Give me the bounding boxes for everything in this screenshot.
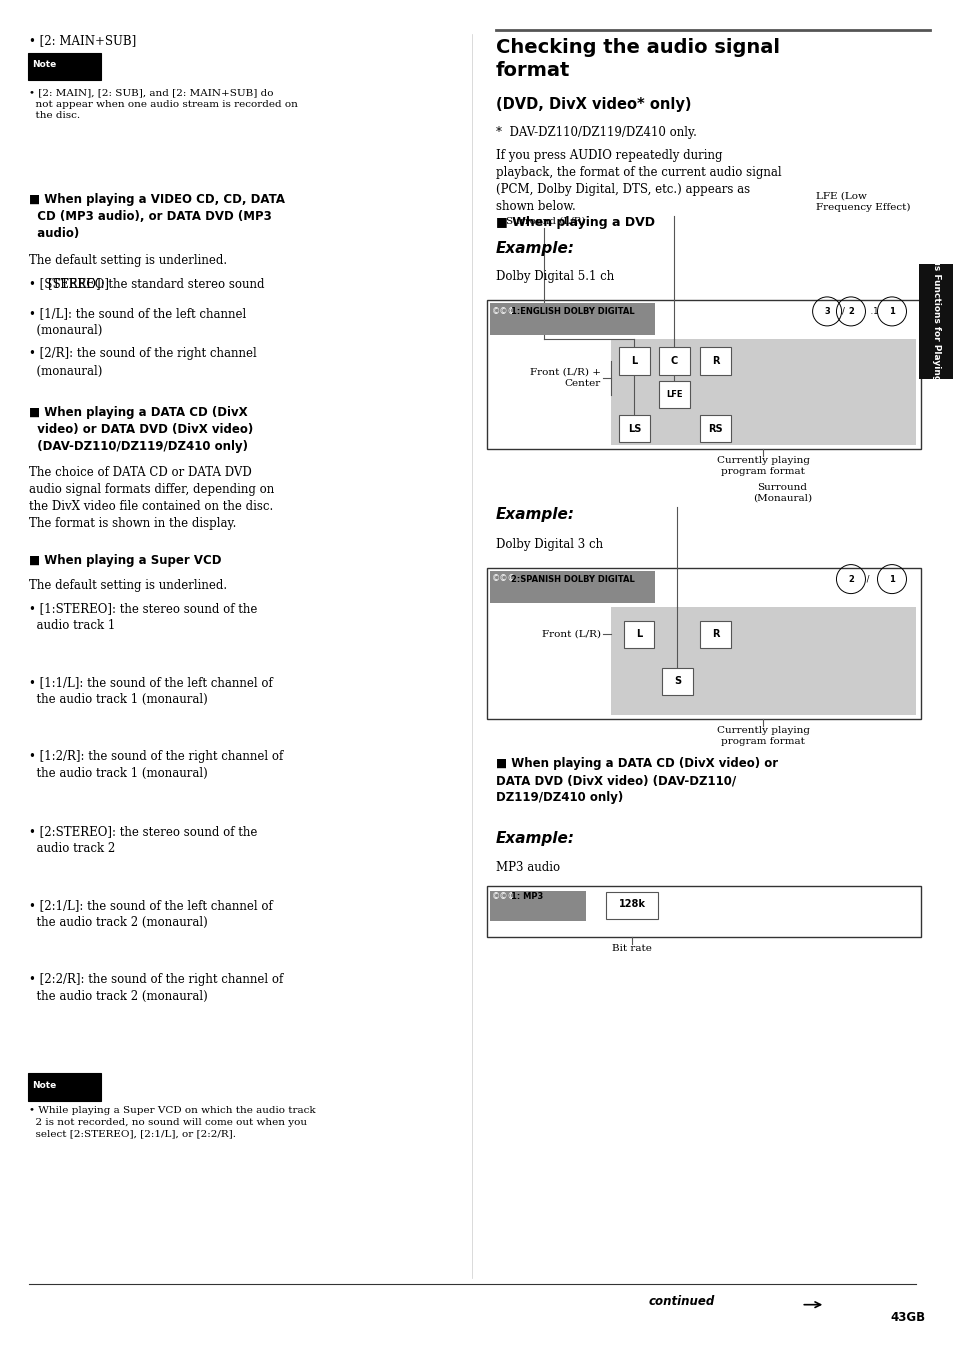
Text: 1: 1 [888,307,894,316]
Text: Front (L/R): Front (L/R) [541,630,600,638]
Text: 1: 1 [888,575,894,584]
Text: Note: Note [32,61,56,69]
Text: ■ When playing a DATA CD (DivX video) or
DATA DVD (DivX video) (DAV-DZ110/
DZ119: ■ When playing a DATA CD (DivX video) or… [496,757,778,804]
Text: LFE (Low
Frequency Effect): LFE (Low Frequency Effect) [815,192,909,212]
Text: (DVD, DivX video* only): (DVD, DivX video* only) [496,97,691,112]
Bar [490,891,585,921]
Text: Currently playing
program format: Currently playing program format [716,726,809,746]
Text: • [2/R]: the sound of the right channel
  (monaural): • [2/R]: the sound of the right channel … [29,347,256,377]
Text: MP3 audio: MP3 audio [496,861,559,875]
Text: • [2:STEREO]: the stereo sound of the
  audio track 2: • [2:STEREO]: the stereo sound of the au… [29,825,256,854]
Text: ■ When playing a VIDEO CD, CD, DATA
  CD (MP3 audio), or DATA DVD (MP3
  audio): ■ When playing a VIDEO CD, CD, DATA CD (… [29,193,284,241]
Bar [700,415,730,442]
Text: Checking the audio signal
format: Checking the audio signal format [496,38,780,80]
Text: 2: 2 [847,307,853,316]
Bar [661,668,692,695]
Text: /: / [841,307,846,316]
Text: Surround (L/R): Surround (L/R) [505,216,584,226]
Text: ■ When playing a Super VCD: ■ When playing a Super VCD [29,554,221,568]
Bar [700,621,730,648]
Bar [490,303,655,335]
Text: • [STEREO]: the standard stereo sound: • [STEREO]: the standard stereo sound [29,277,264,291]
Text: • [2:1/L]: the sound of the left channel of
  the audio track 2 (monaural): • [2:1/L]: the sound of the left channel… [29,899,273,929]
Bar [610,607,915,715]
Text: Front (L/R) +
Center: Front (L/R) + Center [530,368,600,388]
Text: Currently playing
program format: Currently playing program format [716,456,809,476]
Text: • [1:2/R]: the sound of the right channel of
  the audio track 1 (monaural): • [1:2/R]: the sound of the right channe… [29,750,283,780]
Text: • [2: MAIN+SUB]: • [2: MAIN+SUB] [29,34,135,47]
Text: ©©©: ©©© [492,892,517,902]
Text: .1: .1 [867,307,878,316]
Bar [618,415,649,442]
Bar [490,571,655,603]
Text: • [1/L]: the sound of the left channel
  (monaural): • [1/L]: the sound of the left channel (… [29,307,246,337]
Text: Dolby Digital 3 ch: Dolby Digital 3 ch [496,538,602,552]
Text: • [1:1/L]: the sound of the left channel of
  the audio track 1 (monaural): • [1:1/L]: the sound of the left channel… [29,676,273,706]
Text: • [2:2/R]: the sound of the right channel of
  the audio track 2 (monaural): • [2:2/R]: the sound of the right channe… [29,973,283,1003]
Text: LFE: LFE [665,391,682,399]
Bar [486,886,920,937]
Text: /: / [863,575,871,584]
Text: 2:SPANISH DOLBY DIGITAL: 2:SPANISH DOLBY DIGITAL [511,575,635,584]
Text: S: S [673,676,680,687]
FancyBboxPatch shape [28,1073,101,1101]
Text: Note: Note [32,1082,56,1090]
Text: 2: 2 [847,575,853,584]
Text: Bit rate: Bit rate [612,944,651,953]
Text: The choice of DATA CD or DATA DVD
audio signal formats differ, depending on
the : The choice of DATA CD or DATA DVD audio … [29,466,274,530]
Bar [623,621,654,648]
Text: *  DAV-DZ110/DZ119/DZ410 only.: * DAV-DZ110/DZ119/DZ410 only. [496,126,697,139]
Text: R: R [711,629,719,639]
Bar [918,264,953,379]
Text: • [1:STEREO]: the stereo sound of the
  audio track 1: • [1:STEREO]: the stereo sound of the au… [29,602,256,631]
Text: If you press AUDIO repeatedly during
playback, the format of the current audio s: If you press AUDIO repeatedly during pla… [496,149,781,212]
Text: 1:ENGLISH DOLBY DIGITAL: 1:ENGLISH DOLBY DIGITAL [511,307,635,316]
Bar [618,347,649,375]
Text: 128k: 128k [618,899,645,910]
Text: • While playing a Super VCD on which the audio track
  2 is not recorded, no sou: • While playing a Super VCD on which the… [29,1106,314,1138]
Text: C: C [670,356,678,366]
Text: 1: MP3: 1: MP3 [511,892,543,902]
Text: ©©©: ©©© [492,575,517,584]
Text: ■ When playing a DVD: ■ When playing a DVD [496,216,655,230]
Text: RS: RS [707,423,722,434]
Bar [605,892,658,919]
Text: ©©©: ©©© [492,307,517,316]
Bar [659,381,689,408]
Bar [610,339,915,445]
Text: Example:: Example: [496,831,575,846]
Text: R: R [711,356,719,366]
Text: 43GB: 43GB [889,1311,924,1325]
Text: Example:: Example: [496,241,575,256]
Text: Dolby Digital 5.1 ch: Dolby Digital 5.1 ch [496,270,614,284]
FancyBboxPatch shape [28,53,101,80]
Bar [486,568,920,719]
Text: Surround
(Monaural): Surround (Monaural) [752,483,811,503]
Bar [700,347,730,375]
Bar [659,347,689,375]
Text: LS: LS [627,423,640,434]
Text: The default setting is underlined.: The default setting is underlined. [29,254,227,268]
Text: Various Functions for Playing Discs: Various Functions for Playing Discs [931,233,941,411]
Text: Example:: Example: [496,507,575,522]
Text: • [2: MAIN], [2: SUB], and [2: MAIN+SUB] do
  not appear when one audio stream i: • [2: MAIN], [2: SUB], and [2: MAIN+SUB]… [29,88,297,120]
Text: 3: 3 [823,307,829,316]
Text: [STEREO]: [STEREO] [48,277,109,291]
Text: continued: continued [648,1295,714,1309]
Text: The default setting is underlined.: The default setting is underlined. [29,579,227,592]
Text: L: L [631,356,637,366]
Text: L: L [636,629,641,639]
Bar [486,300,920,449]
Text: ■ When playing a DATA CD (DivX
  video) or DATA DVD (DivX video)
  (DAV-DZ110/DZ: ■ When playing a DATA CD (DivX video) or… [29,406,253,453]
